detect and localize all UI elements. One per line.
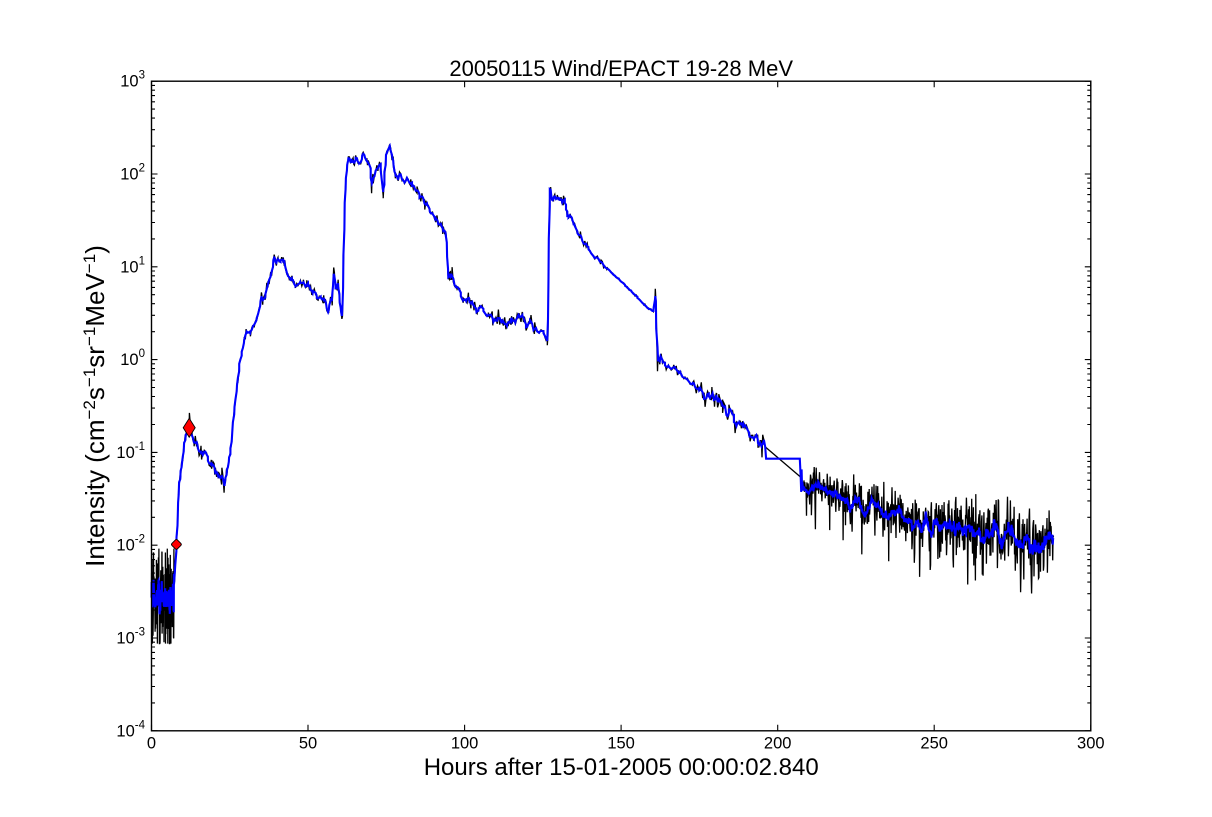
svg-text:200: 200 bbox=[764, 735, 792, 753]
svg-text:150: 150 bbox=[607, 735, 635, 753]
svg-text:250: 250 bbox=[920, 735, 948, 753]
svg-text:300: 300 bbox=[1077, 735, 1105, 753]
svg-text:100: 100 bbox=[451, 735, 479, 753]
svg-text:50: 50 bbox=[299, 735, 317, 753]
svg-text:Hours after 15-01-2005 00:00:0: Hours after 15-01-2005 00:00:02.840 bbox=[424, 754, 819, 781]
svg-text:0: 0 bbox=[147, 735, 156, 753]
svg-text:20050115 Wind/EPACT 19-28 MeV: 20050115 Wind/EPACT 19-28 MeV bbox=[449, 56, 793, 81]
svg-text:Intensity (cm−2s−1sr−1MeV−1): Intensity (cm−2s−1sr−1MeV−1) bbox=[80, 245, 110, 567]
